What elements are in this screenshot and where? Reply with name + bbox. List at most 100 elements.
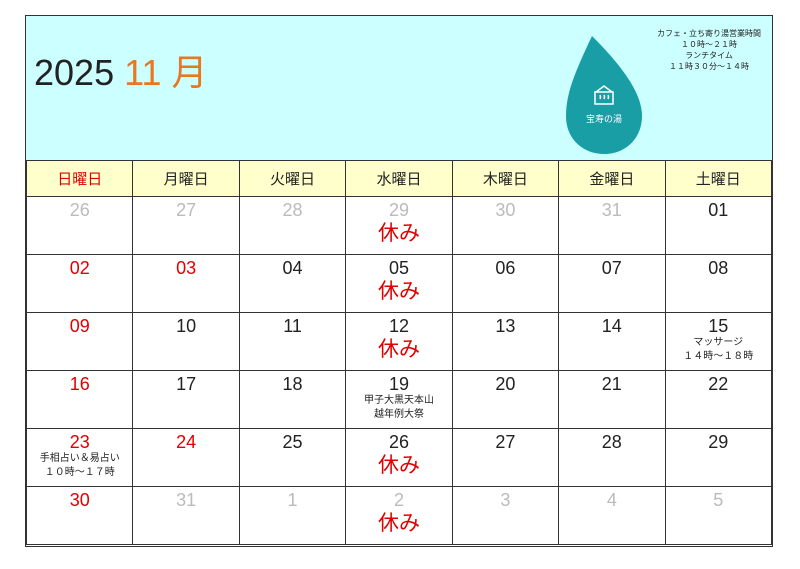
- day-cell[interactable]: 10: [132, 312, 240, 371]
- day-number: 26: [388, 432, 409, 452]
- day-cell[interactable]: 02: [25, 254, 134, 313]
- day-cell[interactable]: 2 休み: [345, 486, 453, 545]
- business-hours: カフェ・立ち寄り湯営業時間 １０時～２１時 ランチタイム １１時３０分～１４時: [654, 28, 764, 72]
- day-number: 30: [69, 490, 90, 510]
- day-number: 2: [393, 490, 404, 510]
- day-cell[interactable]: 27: [451, 428, 560, 487]
- day-cell[interactable]: 3: [451, 486, 560, 545]
- day-number: 10: [176, 316, 197, 336]
- day-cell[interactable]: 23 手相占い＆易占い １０時～１７時: [25, 428, 134, 487]
- logo-text: 宝寿の湯: [586, 113, 622, 125]
- calendar: 2025 11 月 宝寿の湯 カフェ・立ち寄り湯営業時間 １０時～２１時 ランチタ…: [25, 15, 773, 547]
- day-number: 04: [282, 258, 303, 278]
- day-number: 19: [388, 374, 409, 394]
- weekday-header: 土曜日: [664, 160, 773, 197]
- day-number: 31: [601, 200, 622, 220]
- day-cell[interactable]: 5: [664, 486, 773, 545]
- day-cell[interactable]: 09: [25, 312, 134, 371]
- day-cell[interactable]: 07: [558, 254, 666, 313]
- week-row: 16 17 18 19 甲子大黒天本山 越年例大祭 20 21 22: [25, 370, 773, 429]
- closed-label: 休み: [377, 221, 420, 245]
- day-number: 28: [601, 432, 622, 452]
- week-row: 30 31 1 2 休み 3 4 5: [25, 486, 773, 545]
- day-number: 22: [708, 374, 729, 394]
- day-number: 5: [713, 490, 724, 510]
- day-cell[interactable]: 27: [132, 196, 240, 255]
- month-title: 2025 11 月: [34, 44, 207, 96]
- weekday-header: 日曜日: [25, 160, 134, 197]
- weekday-header: 月曜日: [132, 160, 240, 197]
- year: 2025: [34, 52, 115, 93]
- day-number: 27: [176, 200, 197, 220]
- day-cell[interactable]: 30: [451, 196, 560, 255]
- logo-drop-icon: 宝寿の湯: [566, 36, 642, 154]
- day-number: 03: [176, 258, 197, 278]
- day-cell[interactable]: 04: [238, 254, 347, 313]
- day-cell[interactable]: 08: [664, 254, 773, 313]
- day-number: 01: [708, 200, 729, 220]
- day-number: 23: [69, 432, 90, 452]
- hours-line: １０時～２１時: [681, 40, 737, 49]
- weekday-header: 火曜日: [238, 160, 347, 197]
- closed-label: 休み: [377, 453, 420, 477]
- day-cell[interactable]: 21: [558, 370, 666, 429]
- day-cell[interactable]: 29 休み: [345, 196, 453, 255]
- day-cell[interactable]: 31: [558, 196, 666, 255]
- day-cell[interactable]: 03: [132, 254, 240, 313]
- day-number: 20: [495, 374, 516, 394]
- day-cell[interactable]: 28: [558, 428, 666, 487]
- day-cell[interactable]: 19 甲子大黒天本山 越年例大祭: [345, 370, 453, 429]
- day-cell[interactable]: 17: [132, 370, 240, 429]
- day-number: 4: [606, 490, 617, 510]
- day-cell[interactable]: 29: [664, 428, 773, 487]
- day-cell[interactable]: 4: [558, 486, 666, 545]
- weekday-header: 水曜日: [345, 160, 453, 197]
- day-number: 25: [282, 432, 303, 452]
- weekday-header: 金曜日: [558, 160, 666, 197]
- day-cell[interactable]: 01: [664, 196, 773, 255]
- day-number: 16: [69, 374, 90, 394]
- day-number: 11: [283, 316, 302, 336]
- event-note: 越年例大祭: [373, 409, 424, 420]
- day-cell[interactable]: 11: [238, 312, 347, 371]
- closed-label: 休み: [377, 511, 420, 535]
- day-cell[interactable]: 20: [451, 370, 560, 429]
- calendar-header: 2025 11 月 宝寿の湯 カフェ・立ち寄り湯営業時間 １０時～２１時 ランチタ…: [26, 16, 772, 161]
- week-row: 09 10 11 12 休み 13 14 15 マッサージ １４時～１８時: [25, 312, 773, 371]
- day-number: 08: [708, 258, 729, 278]
- day-cell[interactable]: 22: [664, 370, 773, 429]
- day-number: 30: [495, 200, 516, 220]
- day-number: 02: [69, 258, 90, 278]
- day-cell[interactable]: 14: [558, 312, 666, 371]
- event-note: マッサージ: [693, 337, 744, 348]
- event-note: 甲子大黒天本山: [363, 395, 434, 406]
- day-cell[interactable]: 13: [451, 312, 560, 371]
- day-cell[interactable]: 31: [132, 486, 240, 545]
- event-note: 手相占い＆易占い: [39, 453, 120, 464]
- day-cell[interactable]: 1: [238, 486, 347, 545]
- day-cell[interactable]: 12 休み: [345, 312, 453, 371]
- day-cell[interactable]: 24: [132, 428, 240, 487]
- day-cell[interactable]: 18: [238, 370, 347, 429]
- event-note: １０時～１７時: [44, 467, 115, 478]
- day-number: 07: [601, 258, 622, 278]
- day-cell[interactable]: 15 マッサージ １４時～１８時: [664, 312, 773, 371]
- week-row: 02 03 04 05 休み 06 07 08: [25, 254, 773, 313]
- day-cell[interactable]: 28: [238, 196, 347, 255]
- day-cell[interactable]: 30: [25, 486, 134, 545]
- day-number: 12: [388, 316, 409, 336]
- day-number: 1: [287, 490, 298, 510]
- day-cell[interactable]: 25: [238, 428, 347, 487]
- day-number: 14: [601, 316, 622, 336]
- day-cell[interactable]: 26 休み: [345, 428, 453, 487]
- day-cell[interactable]: 06: [451, 254, 560, 313]
- day-number: 18: [282, 374, 303, 394]
- day-cell[interactable]: 16: [25, 370, 134, 429]
- week-row: 23 手相占い＆易占い １０時～１７時 24 25 26 休み 27 28 29: [25, 428, 773, 487]
- closed-label: 休み: [377, 337, 420, 361]
- day-number: 27: [495, 432, 516, 452]
- day-cell[interactable]: 26: [25, 196, 134, 255]
- day-cell[interactable]: 05 休み: [345, 254, 453, 313]
- hours-line: ランチタイム: [685, 51, 733, 60]
- hours-line: １１時３０分～１４時: [669, 62, 749, 71]
